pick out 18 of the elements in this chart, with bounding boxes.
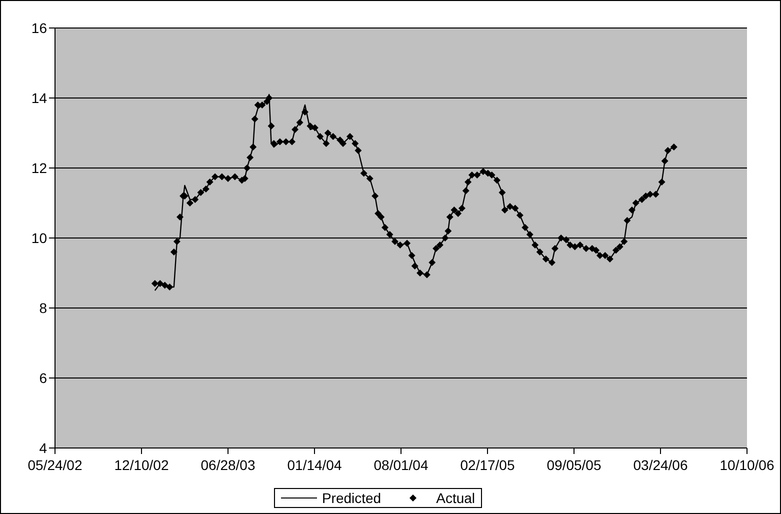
y-tick-label: 10 xyxy=(31,230,48,246)
x-tick-label: 10/10/06 xyxy=(720,456,774,473)
x-tick-label: 12/10/02 xyxy=(114,456,169,473)
x-tick-label: 02/17/05 xyxy=(460,456,515,473)
x-tick-label: 01/14/04 xyxy=(287,456,342,473)
x-tick-label: 09/05/05 xyxy=(546,456,602,473)
y-tick-label: 12 xyxy=(31,160,48,176)
legend-label: Actual xyxy=(435,490,476,506)
x-tick-label: 08/01/04 xyxy=(374,456,428,473)
legend-label: Predicted xyxy=(320,490,382,506)
y-tick-label: 4 xyxy=(39,440,48,456)
y-tick-label: 6 xyxy=(39,370,48,386)
x-tick-label: 03/24/06 xyxy=(633,456,688,473)
y-tick-label: 14 xyxy=(31,90,48,106)
x-tick-label: 06/28/03 xyxy=(200,456,256,473)
y-tick-label: 8 xyxy=(39,300,48,316)
y-tick-label: 16 xyxy=(31,20,48,36)
x-tick-label: 05/24/02 xyxy=(28,456,82,473)
